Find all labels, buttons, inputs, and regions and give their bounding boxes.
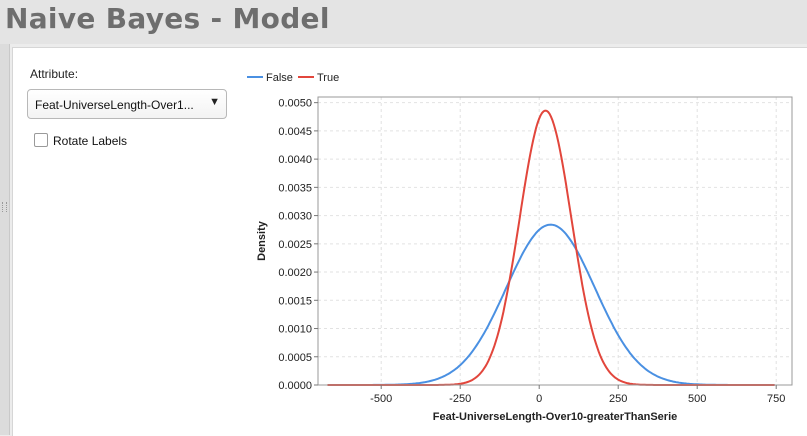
splitter-grip-icon[interactable] (2, 202, 7, 212)
series-line-true (327, 109, 775, 386)
y-tick-label: 0.0050 (278, 98, 312, 110)
x-tick-label: 500 (688, 393, 706, 405)
y-tick-label: 0.0010 (278, 324, 312, 336)
dropdown-arrow-icon: ▼ (209, 96, 220, 108)
x-axis-label: Feat-UniverseLength-Over10-greaterThanSe… (433, 411, 678, 423)
legend-label-false: False (266, 72, 293, 84)
title-bar: Naive Bayes - Model (0, 0, 807, 44)
y-tick-label: 0.0045 (278, 126, 312, 138)
rotate-labels-checkbox[interactable] (34, 133, 48, 147)
side-splitter[interactable] (0, 44, 10, 435)
y-axis-label: Density (256, 220, 268, 261)
chart-series (327, 109, 775, 386)
legend-label-true: True (317, 72, 339, 84)
y-tick-label: 0.0025 (278, 239, 312, 251)
y-tick-label: 0.0000 (278, 380, 312, 392)
x-tick-label: -250 (449, 393, 471, 405)
window-title: Naive Bayes - Model (5, 2, 330, 35)
x-axis-ticks: -500 -250 0 250 500 750 (370, 385, 785, 405)
y-tick-label: 0.0015 (278, 295, 312, 307)
attribute-select[interactable]: Feat-UniverseLength-Over1... ▼ (27, 89, 227, 119)
plot-area-border (317, 96, 793, 386)
y-tick-label: 0.0020 (278, 267, 312, 279)
y-tick-label: 0.0005 (278, 352, 312, 364)
x-tick-label: 0 (536, 393, 542, 405)
y-tick-label: 0.0030 (278, 211, 312, 223)
chart-legend: False True (247, 72, 339, 84)
x-tick-label: 750 (767, 393, 785, 405)
y-tick-label: 0.0035 (278, 182, 312, 194)
y-tick-label: 0.0040 (278, 154, 312, 166)
y-axis-ticks: 0.0000 0.0005 0.0010 0.0015 0.0020 0.0025 0.00… (278, 98, 318, 392)
chart-grid (318, 97, 792, 386)
attribute-label: Attribute: (30, 67, 79, 81)
rotate-labels-label: Rotate Labels (53, 134, 128, 148)
attribute-select-value: Feat-UniverseLength-Over1... (35, 98, 194, 112)
series-line-false (327, 223, 775, 386)
x-tick-label: -500 (370, 393, 392, 405)
x-tick-label: 250 (609, 393, 627, 405)
